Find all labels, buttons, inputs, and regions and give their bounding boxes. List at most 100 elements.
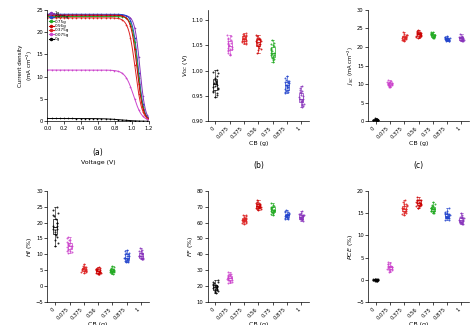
Point [49,207,56,212]
Point [82,267,89,272]
X-axis label: CB (g): CB (g) [89,322,108,325]
Point [54,210,62,215]
Point [384,78,392,83]
Point [430,208,438,213]
Point [415,29,422,34]
Point [253,40,260,45]
Point [296,211,304,216]
Point [107,269,114,275]
Point [386,84,394,89]
Point [223,277,231,282]
Point [241,217,248,222]
Point [428,33,436,38]
Point [401,202,408,207]
Point [224,48,232,53]
Point [300,101,307,106]
Point [284,87,292,93]
Point [267,42,275,47]
Point [430,33,438,38]
Point [107,265,115,270]
Point [428,207,436,212]
Bar [299,93,303,102]
Point [417,30,425,35]
Point [299,218,307,224]
Point [121,255,128,260]
Point [283,77,290,82]
Point [240,216,247,221]
Point [458,222,466,227]
Point [371,117,379,122]
Point [52,244,59,249]
Point [284,81,292,86]
Point [299,212,306,217]
Point [211,95,219,100]
Point [388,81,395,86]
Point [254,38,261,43]
Point [458,216,466,221]
Point [137,254,144,259]
Text: Voltage (V): Voltage (V) [81,160,115,165]
Point [428,202,435,207]
Point [268,49,276,54]
Point [257,202,264,207]
Bar [445,214,449,218]
Point [242,218,250,224]
Point [298,215,305,220]
Point [284,213,292,218]
Point [372,118,380,123]
Point [417,204,424,209]
X-axis label: CB (g): CB (g) [249,322,268,325]
Point [298,217,306,223]
Point [107,267,114,272]
Point [67,244,75,249]
Point [240,33,247,39]
Point [444,215,451,220]
Point [238,39,246,44]
Point [253,33,261,39]
Point [284,217,292,222]
Point [456,220,464,225]
Point [242,220,250,225]
Point [283,84,291,89]
Point [459,215,466,220]
Point [374,277,381,282]
Point [267,204,274,209]
Point [257,38,264,43]
Point [52,217,59,222]
Point [374,117,382,123]
Point [228,276,235,281]
Point [416,201,423,206]
Point [223,32,231,38]
Point [298,91,305,96]
Point [384,259,392,265]
Point [242,32,250,38]
Point [430,35,438,40]
Point [417,197,424,202]
Point [459,213,466,218]
Point [109,268,117,274]
Point [416,201,423,206]
Point [256,205,264,210]
Point [226,278,233,283]
Point [269,206,276,212]
Point [443,214,451,219]
Point [430,208,438,213]
Bar [271,207,274,212]
Point [210,84,217,89]
Point [386,84,394,89]
Point [211,289,219,294]
Point [82,266,89,271]
Point [373,279,380,284]
Point [417,34,424,40]
Point [239,35,246,40]
Point [442,39,450,44]
Point [225,50,232,56]
Bar [242,36,246,41]
Y-axis label: $J_{SC}$ (mA cm$^{-2}$): $J_{SC}$ (mA cm$^{-2}$) [345,46,356,85]
Point [371,276,378,281]
Bar [213,79,218,90]
Point [429,207,437,212]
Y-axis label: Current density
(mA cm$^{-2}$): Current density (mA cm$^{-2}$) [18,45,35,87]
Point [298,98,306,104]
Point [429,210,437,215]
